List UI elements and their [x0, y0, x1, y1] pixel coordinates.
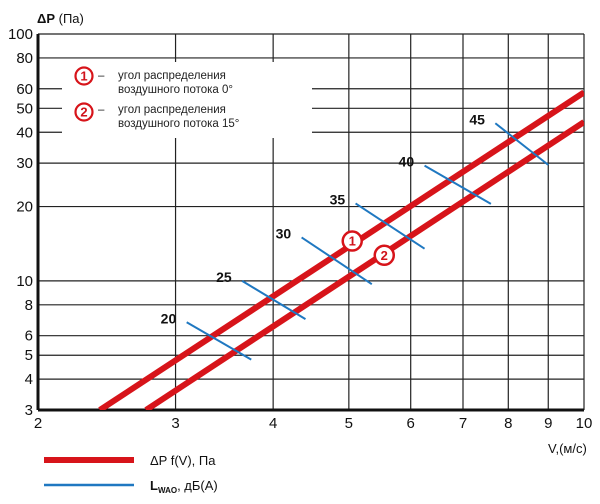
x-tick-label: 10 — [576, 415, 593, 432]
annotation-line2: воздушного потока 15° — [118, 118, 239, 130]
y-tick-label: 8 — [25, 297, 33, 314]
x-tick-label: 6 — [407, 415, 415, 432]
annotation-background — [62, 62, 312, 138]
noise-line-25 — [241, 280, 306, 321]
y-tick-label: 5 — [25, 347, 33, 364]
noise-line-40 — [424, 164, 492, 205]
annotation-marker-label-2: 2 — [80, 105, 87, 120]
y-tick-label: 20 — [16, 199, 33, 216]
noise-line-20 — [186, 321, 252, 361]
y-tick-label: 50 — [16, 100, 33, 117]
annotation-dash: – — [98, 104, 105, 116]
series-marker-2 — [373, 244, 396, 267]
y-axis-label: ΔP (Па) — [37, 11, 84, 26]
annotation-marker-label-1: 1 — [80, 69, 87, 84]
y-tick-label: 100 — [8, 26, 33, 43]
noise-line-35 — [355, 202, 426, 250]
series-line-2 — [144, 119, 584, 410]
noise-label-30: 30 — [276, 225, 292, 241]
x-tick-label: 7 — [459, 415, 467, 432]
series-markers: 12 — [341, 230, 396, 267]
noise-level-lines: 20 25 30 35 40 45 — [161, 111, 549, 361]
series-marker-label-1: 1 — [349, 234, 356, 249]
series-marker-label-2: 2 — [381, 248, 388, 263]
noise-label-40: 40 — [399, 154, 415, 170]
series-line-1 — [98, 89, 584, 410]
annotation-marker-1 — [74, 66, 94, 86]
legend-label-pressure: ΔP f(V), Па — [150, 453, 216, 468]
noise-label-20: 20 — [161, 310, 177, 326]
x-tick-label: 3 — [171, 415, 179, 432]
y-tick-label: 30 — [16, 155, 33, 172]
x-tick-label: 9 — [544, 415, 552, 432]
x-tick-label: 5 — [345, 415, 353, 432]
annotation-dash: – — [98, 70, 105, 82]
y-tick-label: 4 — [25, 371, 33, 388]
noise-label-35: 35 — [330, 191, 346, 207]
annotation-line1: угол распределения — [118, 104, 226, 116]
annotation-line1: угол распределения — [118, 70, 226, 82]
y-tick-label: 10 — [16, 273, 33, 290]
annotation-line2: воздушного потока 0° — [118, 84, 233, 96]
noise-line-45 — [494, 122, 549, 166]
x-tick-label: 8 — [504, 415, 512, 432]
legend-label-noise: LWAO, дБ(А) — [150, 478, 218, 495]
annotation-marker-2 — [74, 102, 94, 122]
y-tick-label: 6 — [25, 328, 33, 345]
noise-label-45: 45 — [469, 111, 485, 127]
series-marker-1 — [341, 230, 363, 252]
legend: ΔP f(V), Па LWAO, дБ(А) — [44, 453, 218, 495]
y-tick-label: 40 — [16, 124, 33, 141]
x-tick-label: 4 — [269, 415, 277, 432]
y-tick-label: 60 — [16, 81, 33, 98]
y-tick-label: 3 — [25, 402, 33, 419]
noise-line-30 — [301, 236, 373, 285]
x-axis-label: V,(м/с) — [548, 441, 587, 456]
y-tick-label: 80 — [16, 50, 33, 67]
series-lines — [98, 89, 584, 410]
noise-label-25: 25 — [216, 269, 232, 285]
x-tick-label: 2 — [34, 415, 42, 432]
axes — [36, 33, 584, 412]
